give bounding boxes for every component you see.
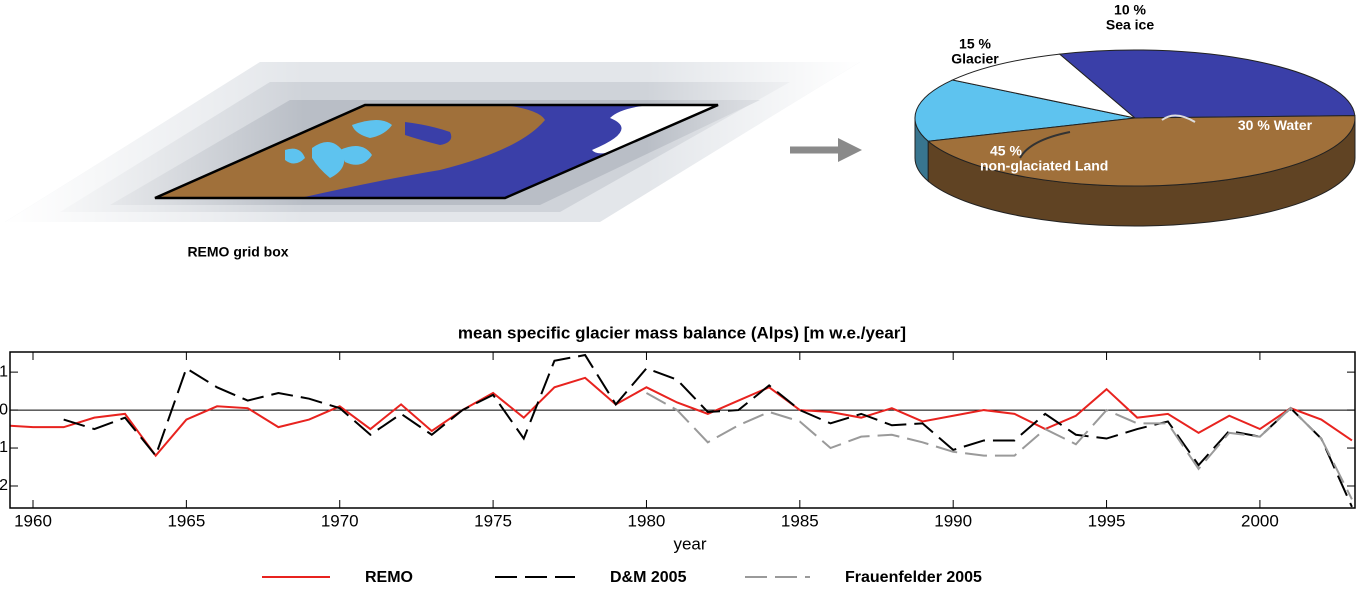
y-tick-label: -2 bbox=[0, 477, 8, 494]
x-axis-label: year bbox=[673, 534, 706, 553]
pie-arrow bbox=[1019, 131, 1071, 159]
legend-label: D&M 2005 bbox=[610, 569, 687, 586]
legend-label: Frauenfelder 2005 bbox=[845, 569, 982, 586]
x-tick-label: 1980 bbox=[628, 511, 666, 530]
legend-label: REMO bbox=[365, 569, 413, 586]
arrow bbox=[790, 138, 862, 162]
pie-category-label: Water bbox=[1274, 117, 1313, 133]
pie-slice bbox=[927, 115, 1356, 187]
series-line bbox=[10, 376, 1353, 458]
plot-lines bbox=[10, 353, 1353, 508]
x-tick-label: 1975 bbox=[474, 511, 512, 530]
x-tick-label: 1970 bbox=[321, 511, 359, 530]
series-line bbox=[63, 353, 1353, 508]
x-tick-label: 1990 bbox=[934, 511, 972, 530]
grid-box-diagram: REMO grid box bbox=[5, 62, 860, 260]
x-tick-label: 2000 bbox=[1241, 511, 1279, 530]
pie-chart: 15 %Glacier 10 %Sea ice 30 % Water 45 %non-… bbox=[914, 2, 1356, 227]
y-tick-label: -1 bbox=[0, 439, 8, 456]
pie-arrow bbox=[1161, 114, 1196, 123]
x-tick-label: 1995 bbox=[1088, 511, 1126, 530]
diagram-caption: REMO grid box bbox=[187, 244, 288, 260]
pie-category-label: Sea ice bbox=[1106, 17, 1154, 33]
x-tick-label: 1960 bbox=[14, 511, 52, 530]
pie-slice bbox=[951, 53, 1136, 119]
line-chart: mean specific glacier mass balance (Alps… bbox=[0, 323, 1356, 586]
chart-title: mean specific glacier mass balance (Alps… bbox=[458, 323, 906, 342]
pie-value-label: 45 % bbox=[990, 143, 1022, 159]
x-tick-label: 1965 bbox=[167, 511, 205, 530]
pie-category-label: non-glaciated Land bbox=[980, 158, 1108, 174]
pie-slice bbox=[1058, 49, 1356, 119]
pie-value-label: 30 % bbox=[1238, 117, 1270, 133]
pie-value-label: 15 % bbox=[959, 36, 991, 52]
pie-slice bbox=[914, 79, 1136, 142]
y-tick-label: 0 bbox=[0, 401, 8, 418]
x-tick-label: 1985 bbox=[781, 511, 819, 530]
plot-frame bbox=[9, 351, 1356, 509]
pie-value-label: 10 % bbox=[1114, 2, 1146, 18]
pie-label: 30 % Water bbox=[1238, 117, 1313, 133]
y-tick-label: 1 bbox=[0, 363, 8, 380]
series-line bbox=[645, 392, 1353, 500]
pie-category-label: Glacier bbox=[951, 51, 999, 67]
